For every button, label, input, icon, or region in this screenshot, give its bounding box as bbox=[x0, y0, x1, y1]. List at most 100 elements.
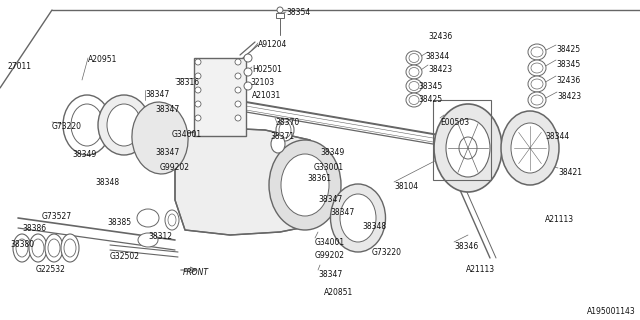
Ellipse shape bbox=[281, 154, 329, 216]
Text: 38348: 38348 bbox=[95, 178, 119, 187]
Text: 38386: 38386 bbox=[22, 224, 46, 233]
Ellipse shape bbox=[409, 82, 419, 91]
Bar bbox=[194, 58, 246, 136]
Text: FRONT: FRONT bbox=[183, 268, 209, 277]
Text: G73220: G73220 bbox=[372, 248, 402, 257]
Ellipse shape bbox=[501, 111, 559, 185]
Circle shape bbox=[244, 82, 252, 90]
Ellipse shape bbox=[63, 95, 111, 155]
Text: 38421: 38421 bbox=[558, 168, 582, 177]
Ellipse shape bbox=[406, 65, 422, 79]
Text: G34001: G34001 bbox=[315, 238, 345, 247]
Ellipse shape bbox=[406, 51, 422, 65]
Circle shape bbox=[235, 59, 241, 65]
Circle shape bbox=[195, 59, 201, 65]
Text: G34001: G34001 bbox=[172, 130, 202, 139]
Circle shape bbox=[277, 7, 283, 13]
Ellipse shape bbox=[48, 239, 60, 257]
Ellipse shape bbox=[107, 104, 141, 146]
Text: 38385: 38385 bbox=[107, 218, 131, 227]
Text: 38354: 38354 bbox=[286, 8, 310, 17]
Text: H02501: H02501 bbox=[252, 65, 282, 74]
Circle shape bbox=[235, 73, 241, 79]
Bar bbox=[433, 100, 491, 180]
Text: A91204: A91204 bbox=[258, 40, 287, 49]
Text: A20851: A20851 bbox=[324, 288, 353, 297]
Text: 38345: 38345 bbox=[556, 60, 580, 69]
Text: 38346: 38346 bbox=[454, 242, 478, 251]
Ellipse shape bbox=[330, 184, 385, 252]
Text: 38347: 38347 bbox=[145, 90, 169, 99]
Text: 38348: 38348 bbox=[362, 222, 386, 231]
Text: 38344: 38344 bbox=[545, 132, 569, 141]
Text: 38347: 38347 bbox=[155, 105, 179, 114]
Text: 32436: 32436 bbox=[428, 32, 452, 41]
Text: A195001143: A195001143 bbox=[588, 307, 636, 316]
Text: 38371: 38371 bbox=[270, 132, 294, 141]
Text: 38361: 38361 bbox=[307, 174, 331, 183]
Text: 38316: 38316 bbox=[175, 78, 199, 87]
Text: 32103: 32103 bbox=[250, 78, 274, 87]
Ellipse shape bbox=[531, 95, 543, 105]
Text: A21113: A21113 bbox=[466, 265, 495, 274]
Ellipse shape bbox=[409, 95, 419, 105]
Text: 38349: 38349 bbox=[320, 148, 344, 157]
Ellipse shape bbox=[13, 234, 31, 262]
Ellipse shape bbox=[279, 122, 291, 138]
Text: G33001: G33001 bbox=[314, 163, 344, 172]
Circle shape bbox=[244, 54, 252, 62]
Ellipse shape bbox=[528, 76, 546, 92]
Circle shape bbox=[235, 101, 241, 107]
Ellipse shape bbox=[528, 60, 546, 76]
Text: 38423: 38423 bbox=[557, 92, 581, 101]
Ellipse shape bbox=[528, 92, 546, 108]
Text: 38312: 38312 bbox=[148, 232, 172, 241]
Circle shape bbox=[244, 68, 252, 76]
Text: 38347: 38347 bbox=[318, 270, 342, 279]
Ellipse shape bbox=[138, 233, 158, 247]
Ellipse shape bbox=[406, 79, 422, 93]
Text: 38425: 38425 bbox=[556, 45, 580, 54]
Text: 27011: 27011 bbox=[8, 62, 32, 71]
Text: A20951: A20951 bbox=[88, 55, 117, 64]
Ellipse shape bbox=[340, 194, 376, 242]
Text: 38349: 38349 bbox=[72, 150, 96, 159]
Text: 38380: 38380 bbox=[10, 240, 34, 249]
Text: 38347: 38347 bbox=[155, 148, 179, 157]
Ellipse shape bbox=[434, 104, 502, 192]
Ellipse shape bbox=[45, 234, 63, 262]
Ellipse shape bbox=[16, 239, 28, 257]
Text: 38344: 38344 bbox=[425, 52, 449, 61]
Ellipse shape bbox=[531, 47, 543, 57]
Ellipse shape bbox=[409, 53, 419, 62]
Ellipse shape bbox=[137, 209, 159, 227]
Text: 38423: 38423 bbox=[428, 65, 452, 74]
Ellipse shape bbox=[132, 102, 188, 174]
Text: 38345: 38345 bbox=[418, 82, 442, 91]
Circle shape bbox=[195, 73, 201, 79]
Ellipse shape bbox=[276, 119, 294, 141]
Ellipse shape bbox=[32, 239, 44, 257]
Text: A21113: A21113 bbox=[545, 215, 574, 224]
Polygon shape bbox=[175, 128, 318, 235]
Circle shape bbox=[195, 87, 201, 93]
Text: G73220: G73220 bbox=[52, 122, 82, 131]
Text: 32436: 32436 bbox=[556, 76, 580, 85]
Ellipse shape bbox=[71, 104, 103, 146]
Ellipse shape bbox=[531, 63, 543, 73]
Circle shape bbox=[195, 101, 201, 107]
Ellipse shape bbox=[511, 123, 549, 173]
Text: G22532: G22532 bbox=[36, 265, 66, 274]
Ellipse shape bbox=[269, 140, 341, 230]
Text: 38347: 38347 bbox=[330, 208, 355, 217]
Text: A21031: A21031 bbox=[252, 91, 281, 100]
Text: G99202: G99202 bbox=[315, 251, 345, 260]
Ellipse shape bbox=[168, 214, 176, 226]
Text: G73527: G73527 bbox=[42, 212, 72, 221]
Circle shape bbox=[235, 115, 241, 121]
Ellipse shape bbox=[459, 137, 477, 159]
Ellipse shape bbox=[406, 93, 422, 107]
Text: E00503: E00503 bbox=[440, 118, 469, 127]
Ellipse shape bbox=[531, 79, 543, 89]
Bar bbox=[276, 13, 284, 18]
